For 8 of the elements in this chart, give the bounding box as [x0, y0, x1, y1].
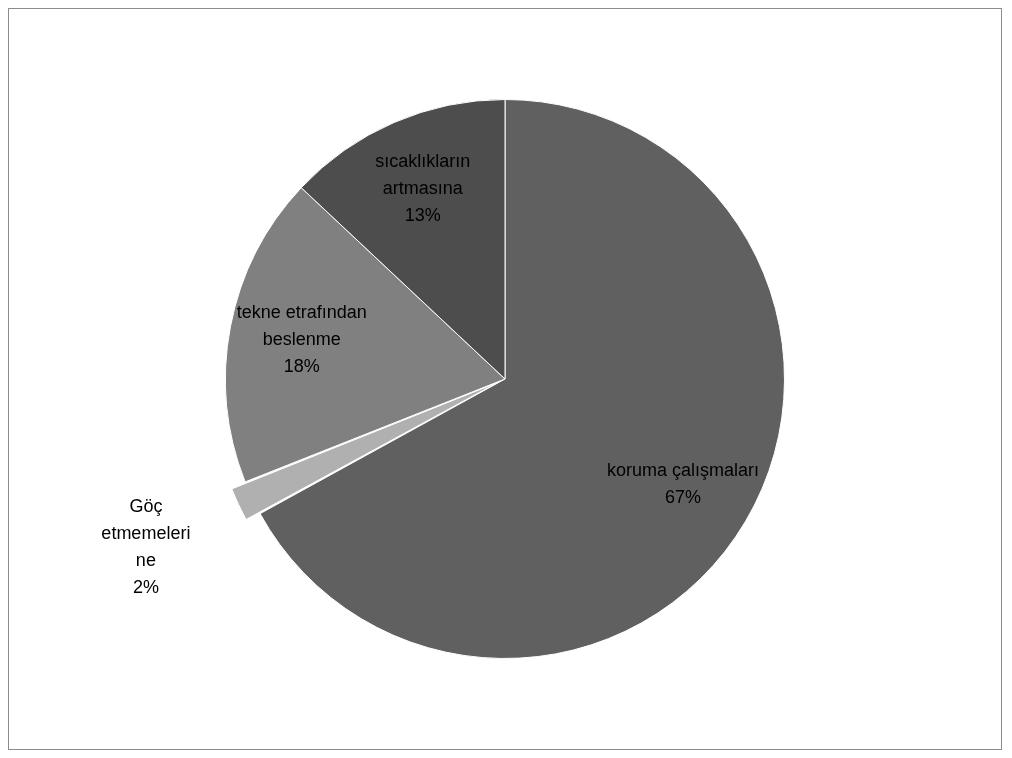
- slice-label: Göç etmemelerine: [101, 496, 191, 571]
- slice-label: koruma çalışmaları: [607, 459, 760, 480]
- slice-label: sıcaklıkların artmasına: [375, 151, 471, 199]
- data-label: 2%: [132, 577, 159, 598]
- slice-label: tekne etrafından beslenme: [236, 302, 367, 350]
- data-label: 18%: [283, 356, 320, 377]
- data-label: 67%: [665, 486, 702, 507]
- data-label: 13%: [404, 205, 441, 226]
